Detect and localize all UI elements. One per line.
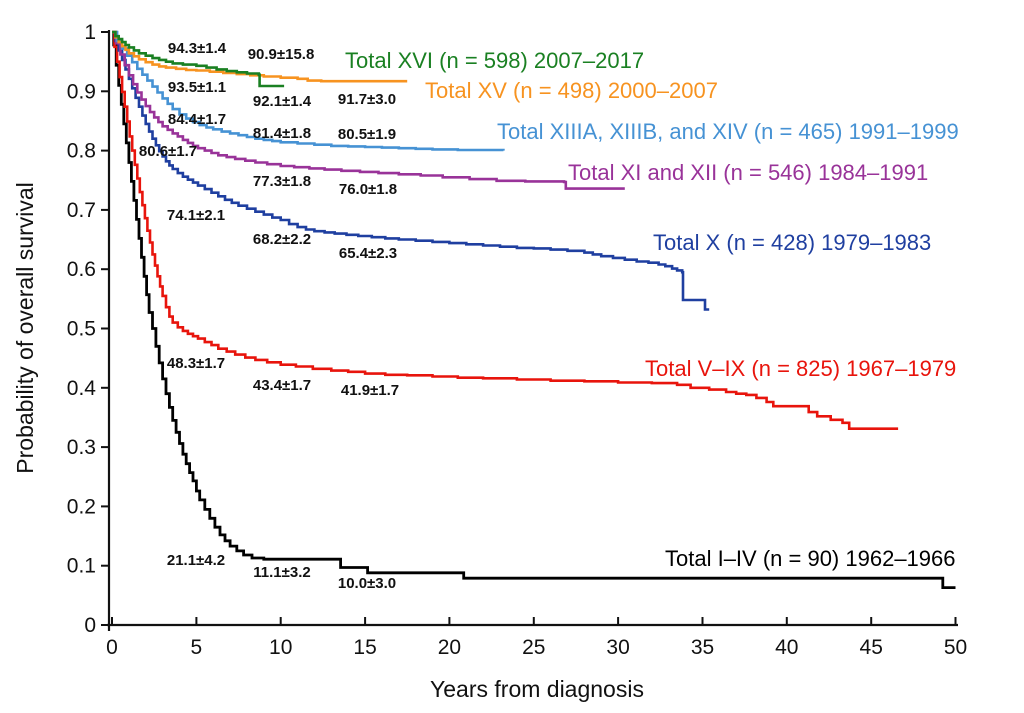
legend-total-v-ix: Total V–IX (n = 825) 1967–1979 (645, 356, 956, 381)
annotation-label: 77.3±1.8 (253, 173, 311, 190)
legend-total-xvi: Total XVI (n = 598) 2007–2017 (345, 48, 644, 73)
annotation-label: 43.4±1.7 (253, 377, 311, 394)
annotation-label: 48.3±1.7 (167, 355, 225, 372)
annotation-label: 84.4±1.7 (168, 111, 226, 128)
y-tick-label: 0.1 (67, 555, 96, 578)
curve-total-xi-xii (112, 30, 625, 190)
x-tick-label: 30 (606, 636, 629, 659)
y-tick-label: 0.8 (67, 140, 96, 163)
y-tick-label: 0 (84, 614, 96, 637)
y-tick-label: 0.3 (67, 436, 96, 459)
x-tick-label: 5 (191, 636, 203, 659)
x-tick-label: 25 (522, 636, 545, 659)
legend-total-xv: Total XV (n = 498) 2000–2007 (425, 78, 718, 103)
x-tick-label: 0 (106, 636, 118, 659)
annotation-label: 10.0±3.0 (338, 575, 396, 592)
y-tick-label: 0.5 (67, 318, 96, 341)
annotation-label: 65.4±2.3 (339, 245, 397, 262)
x-tick-label: 40 (775, 636, 798, 659)
curve-total-v-ix (112, 30, 899, 430)
annotation-label: 68.2±2.2 (253, 231, 311, 248)
x-tick-label: 45 (860, 636, 883, 659)
curve-total-xv (112, 30, 408, 83)
annotation-label: 92.1±1.4 (253, 93, 312, 110)
y-tick-label: 0.7 (67, 199, 96, 222)
y-tick-label: 1 (84, 21, 96, 44)
curve-total-xiiia-xiiib-xiv (112, 30, 505, 152)
y-tick-label: 0.4 (67, 377, 97, 400)
x-tick-label: 10 (269, 636, 292, 659)
axes-layer (101, 30, 958, 631)
curves-layer (112, 30, 956, 589)
curve-total-x (112, 30, 710, 311)
annotation-label: 21.1±4.2 (167, 552, 225, 569)
annotation-label: 91.7±3.0 (338, 91, 396, 108)
annotation-label: 80.6±1.7 (139, 143, 197, 160)
curve-total-i-iv (112, 30, 956, 589)
annotation-label: 90.9±15.8 (248, 46, 315, 63)
x-tick-label: 35 (691, 636, 714, 659)
legend-total-xi-xii: Total XI and XII (n = 546) 1984–1991 (568, 160, 928, 185)
x-tick-label: 15 (353, 636, 376, 659)
annotation-label: 41.9±1.7 (341, 382, 399, 399)
annotation-label: 93.5±1.1 (168, 79, 226, 96)
y-axis-title: Probability of overall survival (12, 182, 38, 473)
y-tick-label: 0.2 (67, 495, 96, 518)
y-tick-label: 0.6 (67, 258, 96, 281)
annotation-label: 80.5±1.9 (338, 126, 396, 143)
legend-total-i-iv: Total I–IV (n = 90) 1962–1966 (665, 546, 956, 571)
x-tick-label: 50 (944, 636, 967, 659)
y-tick-label: 0.9 (67, 80, 96, 103)
annotation-label: 11.1±3.2 (253, 564, 310, 581)
x-tick-label: 20 (438, 636, 461, 659)
annotation-label: 76.0±1.8 (339, 181, 397, 198)
legend-total-x: Total X (n = 428) 1979–1983 (653, 230, 931, 255)
annotation-label: 81.4±1.8 (253, 125, 311, 142)
annotation-label: 94.3±1.4 (168, 40, 227, 57)
labels-layer: 0 5 10 15 20 25 30 35 40 45 50 0 0.1 0.2 0.3 0.4 0.5 0.6 0… (67, 21, 967, 659)
legend-total-xiiia-xiiib-xiv: Total XIIIA, XIIIB, and XIV (n = 465) 19… (497, 119, 959, 144)
x-axis-title: Years from diagnosis (430, 676, 644, 702)
curve-total-xvi (112, 30, 285, 88)
annotation-label: 74.1±2.1 (167, 207, 225, 224)
